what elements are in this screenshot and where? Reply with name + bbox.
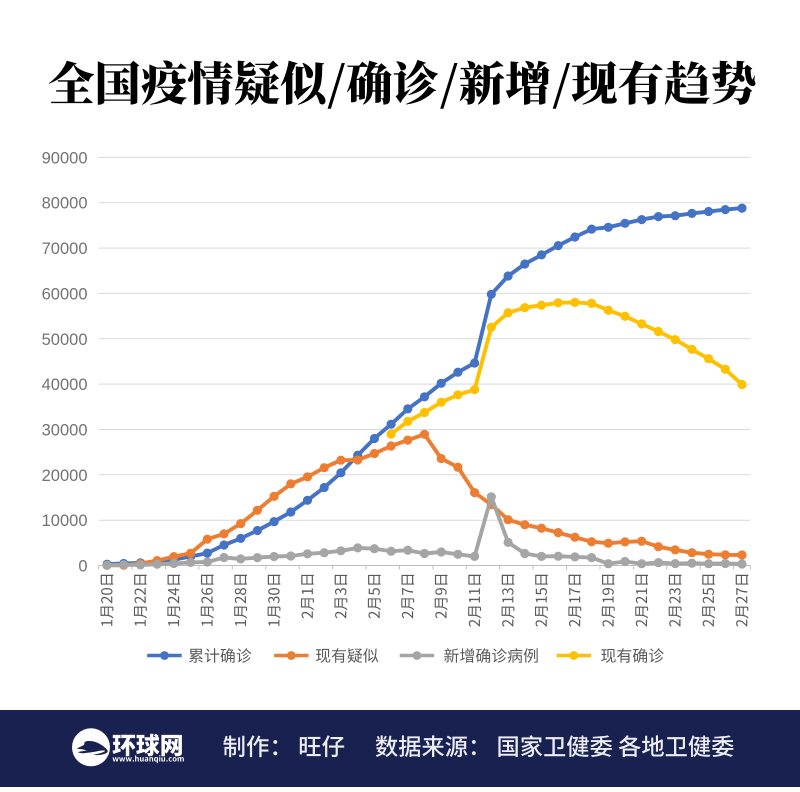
svg-text:60000: 60000	[42, 285, 88, 303]
svg-text:10000: 10000	[42, 512, 88, 530]
svg-text:50000: 50000	[42, 331, 88, 349]
svg-text:70000: 70000	[42, 240, 88, 258]
svg-text:0: 0	[78, 558, 87, 576]
svg-text:20000: 20000	[42, 467, 88, 485]
svg-text:90000: 90000	[42, 149, 88, 167]
svg-text:80000: 80000	[42, 195, 88, 213]
svg-text:40000: 40000	[42, 376, 88, 394]
svg-text:30000: 30000	[42, 422, 88, 440]
